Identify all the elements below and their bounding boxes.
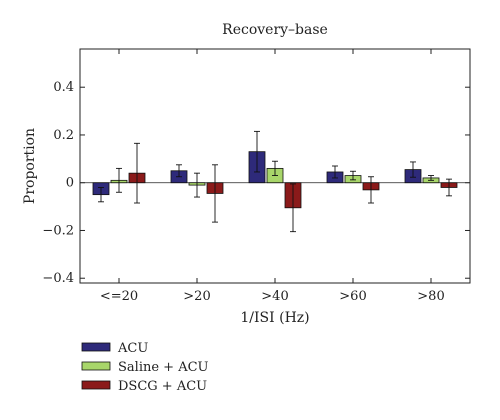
y-axis-label: Proportion [22, 128, 38, 204]
legend-label: DSCG + ACU [118, 379, 207, 394]
legend-label: Saline + ACU [118, 360, 209, 375]
y-axis: −0.4 −0.2 0 0.2 0.4 [42, 80, 470, 286]
x-tick-label: >60 [339, 289, 366, 304]
y-tick-label: 0 [66, 176, 74, 191]
x-tick-label: >80 [417, 289, 444, 304]
legend-swatch-saline-acu [81, 361, 111, 371]
error-bar-group [98, 130, 452, 233]
y-tick-label: 0.2 [53, 128, 74, 143]
y-tick-label: −0.2 [42, 223, 74, 238]
y-tick-label: −0.4 [42, 271, 74, 286]
legend: ACU Saline + ACU DSCG + ACU [81, 341, 209, 394]
chart-title: Recovery–base [222, 22, 328, 38]
legend-swatch-acu [81, 342, 111, 352]
legend-label: ACU [117, 341, 148, 356]
legend-swatch-dscg-acu [81, 380, 111, 390]
x-tick-label: <=20 [100, 289, 138, 304]
y-tick-label: 0.4 [53, 80, 74, 95]
x-tick-label: >20 [183, 289, 210, 304]
x-axis-label: 1/ISI (Hz) [240, 310, 309, 326]
bar-series-group [92, 151, 458, 209]
x-axis: <=20 >20 >40 >60 >80 [100, 49, 445, 304]
x-tick-label: >40 [261, 289, 288, 304]
